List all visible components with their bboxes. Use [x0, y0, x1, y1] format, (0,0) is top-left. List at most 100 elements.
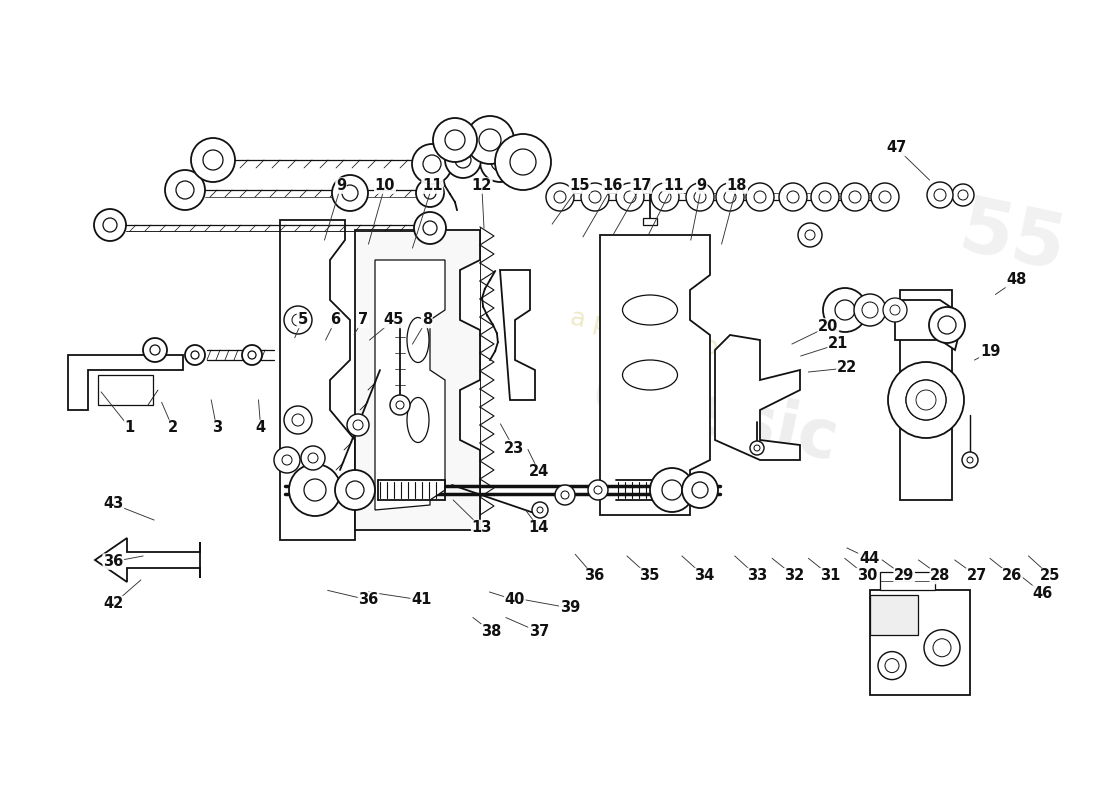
Polygon shape: [95, 538, 200, 582]
Polygon shape: [600, 235, 710, 515]
Circle shape: [886, 658, 899, 673]
Bar: [98, 375, 153, 405]
Circle shape: [694, 191, 706, 203]
Text: 33: 33: [747, 569, 767, 583]
Circle shape: [754, 445, 760, 451]
Bar: [644, 218, 657, 225]
Circle shape: [491, 153, 509, 171]
Circle shape: [927, 182, 953, 208]
Bar: [870, 595, 918, 635]
Circle shape: [650, 468, 694, 512]
Text: 11: 11: [422, 178, 442, 193]
Text: 7: 7: [358, 313, 368, 327]
Circle shape: [554, 191, 566, 203]
Polygon shape: [500, 270, 535, 400]
Circle shape: [284, 306, 312, 334]
Text: 19: 19: [980, 345, 1000, 359]
Text: 46: 46: [1033, 586, 1053, 601]
Text: 20: 20: [818, 319, 838, 334]
Polygon shape: [895, 300, 960, 350]
Text: 14: 14: [529, 521, 549, 535]
Circle shape: [724, 191, 736, 203]
Circle shape: [938, 316, 956, 334]
Circle shape: [424, 187, 436, 199]
Text: 29: 29: [894, 569, 914, 583]
Text: 24: 24: [529, 465, 549, 479]
Circle shape: [651, 183, 679, 211]
Bar: [870, 590, 970, 695]
Circle shape: [849, 191, 861, 203]
Circle shape: [204, 150, 223, 170]
Circle shape: [561, 491, 569, 499]
Text: 28: 28: [931, 569, 950, 583]
Circle shape: [811, 183, 839, 211]
Text: 9: 9: [336, 178, 346, 193]
Circle shape: [433, 118, 477, 162]
Circle shape: [546, 183, 574, 211]
Circle shape: [191, 138, 235, 182]
Circle shape: [686, 183, 714, 211]
Circle shape: [624, 191, 636, 203]
Circle shape: [94, 209, 126, 241]
Text: 48: 48: [1006, 273, 1026, 287]
Text: 5: 5: [297, 313, 308, 327]
Text: 18: 18: [727, 178, 747, 193]
Circle shape: [716, 183, 744, 211]
Circle shape: [871, 183, 899, 211]
Text: 39: 39: [560, 601, 580, 615]
Text: 44: 44: [859, 551, 879, 566]
Text: 35: 35: [639, 569, 659, 583]
Text: 25: 25: [1041, 569, 1060, 583]
Circle shape: [916, 390, 936, 410]
Circle shape: [143, 338, 167, 362]
Text: 36: 36: [584, 569, 604, 583]
Text: 21: 21: [828, 337, 848, 351]
Circle shape: [242, 345, 262, 365]
Circle shape: [594, 486, 602, 494]
Circle shape: [480, 142, 520, 182]
Circle shape: [346, 414, 368, 436]
Circle shape: [692, 482, 708, 498]
Circle shape: [185, 345, 205, 365]
Text: 4: 4: [255, 421, 266, 435]
Text: 23: 23: [504, 441, 524, 455]
Polygon shape: [280, 220, 355, 540]
Polygon shape: [375, 260, 446, 510]
Circle shape: [446, 142, 481, 178]
Circle shape: [424, 221, 437, 235]
Circle shape: [835, 300, 855, 320]
Circle shape: [248, 351, 256, 359]
Circle shape: [396, 401, 404, 409]
Circle shape: [930, 307, 965, 343]
Text: 38: 38: [482, 625, 502, 639]
Circle shape: [532, 502, 548, 518]
Circle shape: [879, 191, 891, 203]
Circle shape: [332, 175, 368, 211]
Text: classic: classic: [586, 358, 844, 474]
Circle shape: [952, 184, 974, 206]
Text: 55: 55: [953, 193, 1071, 287]
Circle shape: [537, 507, 543, 513]
Circle shape: [662, 480, 682, 500]
Text: 15: 15: [570, 178, 590, 193]
Text: 27: 27: [967, 569, 987, 583]
Circle shape: [301, 446, 324, 470]
Circle shape: [304, 479, 326, 501]
Circle shape: [150, 345, 160, 355]
Circle shape: [466, 116, 514, 164]
Circle shape: [934, 189, 946, 201]
Text: 22: 22: [837, 361, 857, 375]
Text: 13: 13: [472, 521, 492, 535]
Text: 6: 6: [330, 313, 341, 327]
Text: 43: 43: [103, 497, 123, 511]
Circle shape: [659, 191, 671, 203]
Circle shape: [883, 298, 908, 322]
Circle shape: [390, 395, 410, 415]
Circle shape: [933, 638, 952, 657]
Circle shape: [754, 191, 766, 203]
Circle shape: [967, 457, 974, 463]
Circle shape: [581, 183, 609, 211]
Circle shape: [823, 288, 867, 332]
Circle shape: [786, 191, 799, 203]
Circle shape: [906, 380, 946, 420]
